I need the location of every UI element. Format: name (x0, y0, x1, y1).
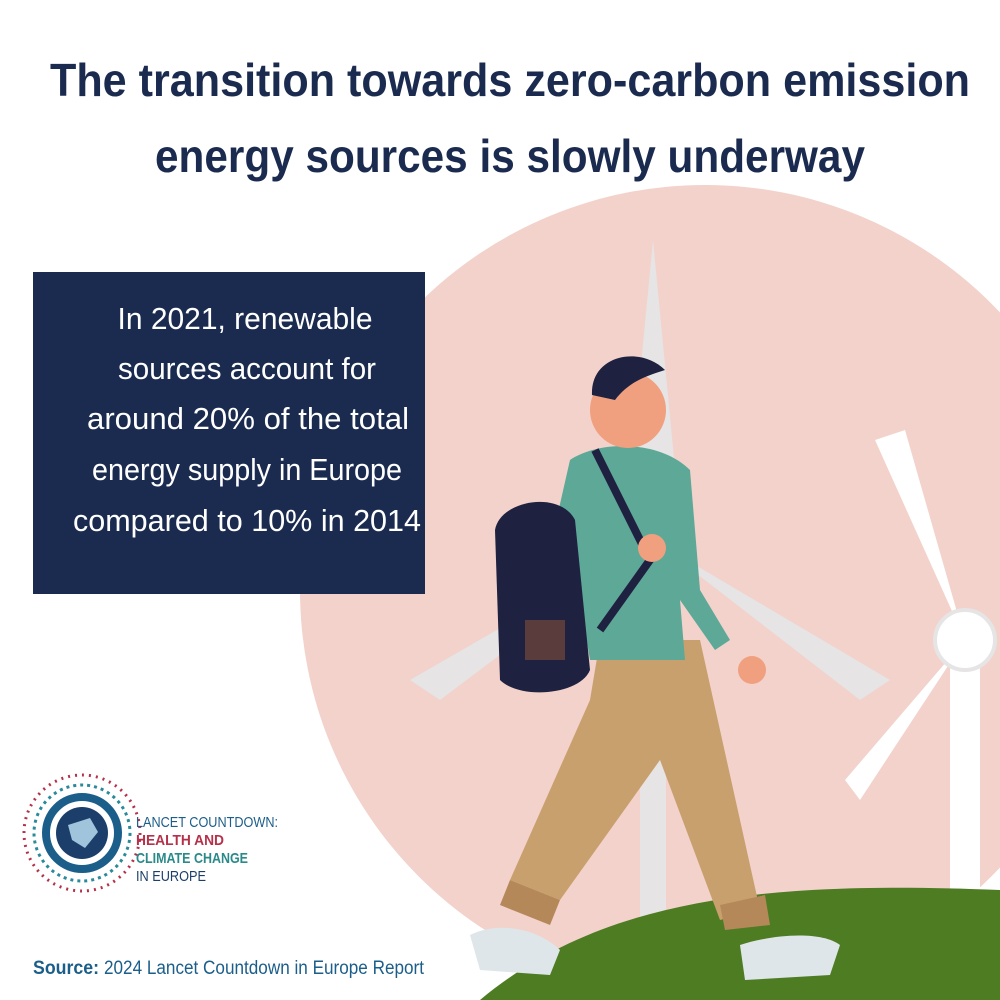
callout-line: around 20% of the total (87, 401, 409, 436)
logo-mark (22, 773, 142, 893)
callout-box (33, 272, 425, 594)
callout-text: In 2021, renewable sources account for a… (73, 301, 421, 538)
callout-line: sources account for (118, 351, 376, 386)
logo-line: HEALTH AND (136, 832, 224, 849)
callout-line: compared to 10% in 2014 (73, 503, 421, 538)
person (470, 356, 840, 980)
source-text: 2024 Lancet Countdown in Europe Report (104, 958, 425, 979)
title: The transition towards zero-carbon emiss… (50, 54, 970, 182)
source-label: Source: (33, 958, 99, 979)
illustration (300, 185, 1000, 1000)
title-line: energy sources is slowly underway (155, 130, 865, 182)
hill (480, 887, 1000, 1000)
logo-line: CLIMATE CHANGE (136, 850, 248, 867)
callout-line: energy supply in Europe (92, 452, 402, 487)
callout-line: In 2021, renewable (118, 301, 373, 336)
title-line: The transition towards zero-carbon emiss… (50, 54, 970, 106)
logo-line: LANCET COUNTDOWN: (136, 814, 278, 831)
logo-line: IN EUROPE (136, 868, 206, 885)
logo-text: LANCET COUNTDOWN: HEALTH AND CLIMATE CHA… (136, 814, 278, 885)
